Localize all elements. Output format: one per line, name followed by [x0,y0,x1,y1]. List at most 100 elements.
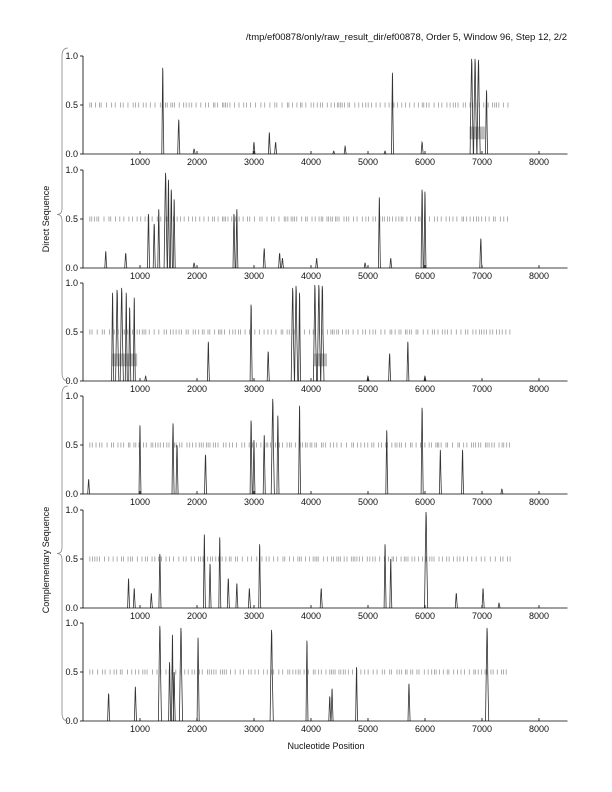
y-tick-label: 1.0 [65,278,78,288]
signal-peak [161,67,165,155]
x-tick-label: 4000 [301,724,321,734]
signal-peak [196,637,200,722]
x-axis-label: Nucleotide Position [287,741,364,751]
x-tick-label: 6000 [415,497,435,507]
x-tick-label: 4000 [301,384,321,394]
y-tick-label: 0.5 [65,100,78,110]
signal-peak [378,197,381,269]
signal-peak [124,292,128,382]
group-brace-0 [56,47,69,382]
signal-peak [226,578,230,609]
panel-complementary-frame-1: 0.0 0.5 1.0 1000 2000 3000 4000 5000 6000 7000 800… [65,391,568,507]
signal-peak [204,454,207,495]
signal-peak [269,629,274,722]
panel-direct-frame-3: 0.0 0.5 1.0 1000 2000 3000 4000 5000 6000 7000 800… [65,278,568,394]
x-tick-label: 7000 [472,271,492,281]
signal-peak [278,253,282,269]
signal-peak [391,72,394,155]
group-label-complementary: Complementary Sequence [41,507,51,614]
signal-peak [192,262,196,269]
x-tick-label: 1000 [130,724,150,734]
x-tick-label: 3000 [244,611,264,621]
x-tick-label: 2000 [187,611,207,621]
x-tick-label: 8000 [529,611,549,621]
signal-peak [111,292,115,382]
signal-peak [497,602,501,609]
signal-peak [168,662,172,722]
y-tick-label: 0.5 [65,554,78,564]
signal-peak [305,640,309,722]
signal-peak [423,375,427,382]
signal-peak [235,583,239,609]
signal-peak [177,119,181,155]
signal-peak [152,223,156,269]
signal-peak [175,444,179,495]
signal-peak [248,588,251,609]
x-tick-label: 4000 [301,497,321,507]
x-tick-label: 8000 [529,157,549,167]
signal-peak [163,172,168,269]
signal-peak [144,375,148,382]
x-tick-label: 7000 [472,611,492,621]
signal-peak [290,287,295,382]
signal-peak [313,284,317,382]
x-tick-label: 5000 [358,157,378,167]
signal-peak [134,686,137,722]
signal-peak [262,435,266,495]
x-tick-label: 2000 [187,271,207,281]
x-tick-label: 4000 [301,611,321,621]
x-tick-label: 4000 [301,157,321,167]
signal-peak [332,150,336,155]
signal-peak [172,671,176,722]
signal-peak [481,588,485,609]
signal-peak [252,142,256,155]
signal-peak [363,262,367,269]
x-tick-label: 7000 [472,497,492,507]
group-label-direct: Direct Sequence [41,186,51,253]
x-tick-label: 3000 [244,157,264,167]
signal-peak [407,683,411,722]
signal-peak [268,132,271,155]
x-tick-label: 6000 [415,384,435,394]
y-tick-label: 0.5 [65,440,78,450]
signal-peak [258,544,262,609]
panel-direct-frame-2: 0.0 0.5 1.0 1000 2000 3000 4000 5000 6000 7000 800… [65,165,568,281]
y-tick-label: 1.0 [65,505,78,515]
signal-peak [485,627,490,722]
signal-peak [281,258,284,269]
y-tick-label: 0.5 [65,214,78,224]
panel-direct-frame-1: 0.0 0.5 1.0 1000 2000 3000 4000 5000 6000 7000 800… [65,51,568,167]
signal-peak [388,353,392,382]
signal-peak [218,537,222,609]
signal-peak [328,696,332,722]
signal-peak [252,440,256,495]
panel-complementary-frame-3: 0.0 0.5 1.0 1000 2000 3000 4000 5000 6000 7000 800… [65,618,568,734]
x-tick-label: 3000 [244,384,264,394]
signal-peak [249,420,253,495]
x-tick-label: 1000 [130,611,150,621]
signal-peak [157,209,161,269]
y-tick-label: 1.0 [65,51,78,61]
signal-peak [476,59,481,155]
signal-peak [274,142,278,155]
signal-peak [266,351,270,382]
y-tick-label: 1.0 [65,618,78,628]
x-tick-label: 7000 [472,724,492,734]
signal-peak [389,258,393,269]
signal-peak [383,150,387,155]
signal-peak [270,398,275,495]
x-tick-label: 3000 [244,271,264,281]
signal-peak [104,251,108,269]
x-tick-label: 7000 [472,384,492,394]
signal-peak [319,588,323,609]
signal-peak [158,554,162,609]
signal-peak [203,534,206,609]
signal-peak [320,285,325,382]
signal-peak [294,285,299,382]
signal-peak [128,307,132,382]
x-tick-label: 5000 [358,611,378,621]
y-tick-label: 0.0 [65,149,78,159]
x-tick-label: 8000 [529,384,549,394]
signal-peak [158,625,162,722]
